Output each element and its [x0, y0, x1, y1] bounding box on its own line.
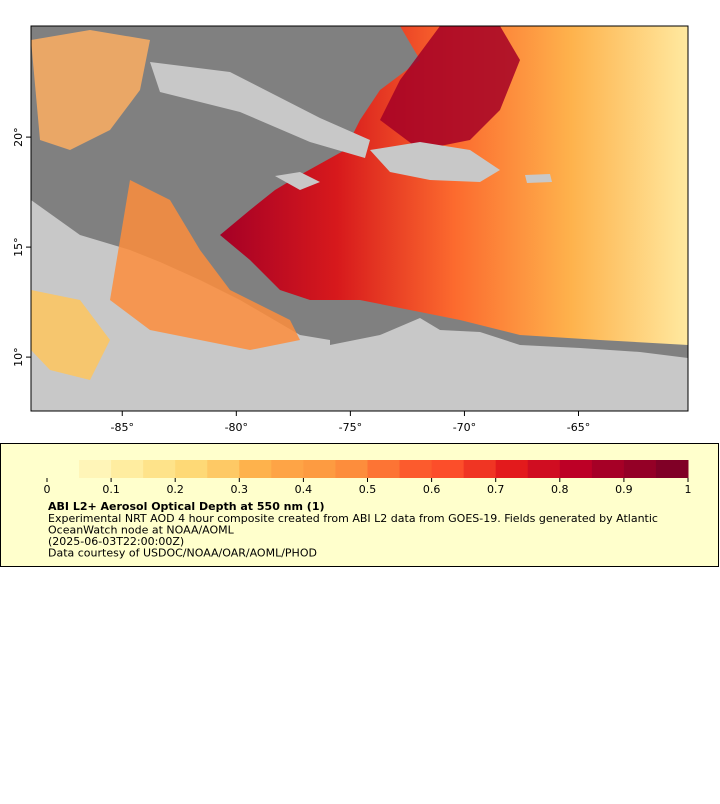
colorbar-swatch [655, 460, 689, 478]
south-america [330, 318, 688, 411]
puerto-rico [525, 174, 552, 183]
colorbar-swatch [399, 460, 433, 478]
colorbar-tick-label: 0.3 [231, 483, 249, 496]
colorbar-swatch [335, 460, 368, 478]
colorbar-swatch [367, 460, 401, 478]
colorbar-swatch [111, 460, 144, 478]
colorbar-swatch [623, 460, 657, 478]
colorbar-swatch [271, 460, 304, 478]
cuba [150, 62, 370, 158]
colorbar-tick-label: 0.9 [615, 483, 633, 496]
colorbar-tick-label: 0.7 [487, 483, 505, 496]
colorbar-tick-label: 1 [685, 483, 692, 496]
map-area [31, 26, 688, 411]
legend-line: Data courtesy of USDOC/NOAA/OAR/AOML/PHO… [48, 547, 317, 560]
colorbar-swatch [47, 460, 80, 478]
colorbar-tick-label: 0.6 [423, 483, 441, 496]
colorbar-tick-label: 0.4 [295, 483, 313, 496]
map-frame [30, 25, 689, 412]
legend-line: (2025-06-03T22:00:00Z) [48, 535, 184, 548]
colorbar-swatch [559, 460, 593, 478]
aerosol-core [380, 26, 520, 150]
colorbar-tick-label: 0.8 [551, 483, 569, 496]
colorbar-swatch [239, 460, 272, 478]
x-tick-label: -80° [225, 421, 248, 434]
colorbar-tick-label: 0 [44, 483, 51, 496]
colorbar-swatch [207, 460, 240, 478]
colorbar-tick-label: 0.2 [166, 483, 184, 496]
y-tick-label: 15° [12, 237, 25, 257]
colorbar-swatch [303, 460, 336, 478]
colorbar-tick-label: 0.1 [102, 483, 120, 496]
colorbar-swatch [495, 460, 529, 478]
y-tick-label: 20° [12, 127, 25, 147]
colorbar-swatch [527, 460, 561, 478]
colorbar-swatch [175, 460, 208, 478]
x-tick-label: -75° [339, 421, 362, 434]
colorbar-swatch [431, 460, 465, 478]
x-tick-label: -65° [567, 421, 590, 434]
x-tick-label: -70° [453, 421, 476, 434]
hispaniola [370, 142, 500, 182]
colorbar-swatch [463, 460, 497, 478]
jamaica [275, 172, 320, 190]
aerosol-plume [220, 26, 688, 345]
aerosol-west [31, 30, 150, 150]
colorbar-swatch [79, 460, 112, 478]
colorbar-tick-label: 0.5 [359, 483, 377, 496]
y-tick-label: 10° [12, 347, 25, 367]
colorbar-swatch [143, 460, 176, 478]
colorbar-swatch [591, 460, 625, 478]
legend-line: Experimental NRT AOD 4 hour composite cr… [48, 512, 658, 525]
aerosol-central [110, 180, 300, 350]
aerosol-southwest [31, 290, 110, 380]
legend-line: OceanWatch node at NOAA/AOML [48, 524, 235, 537]
x-tick-label: -85° [111, 421, 134, 434]
legend-title: ABI L2+ Aerosol Optical Depth at 550 nm … [48, 500, 325, 513]
